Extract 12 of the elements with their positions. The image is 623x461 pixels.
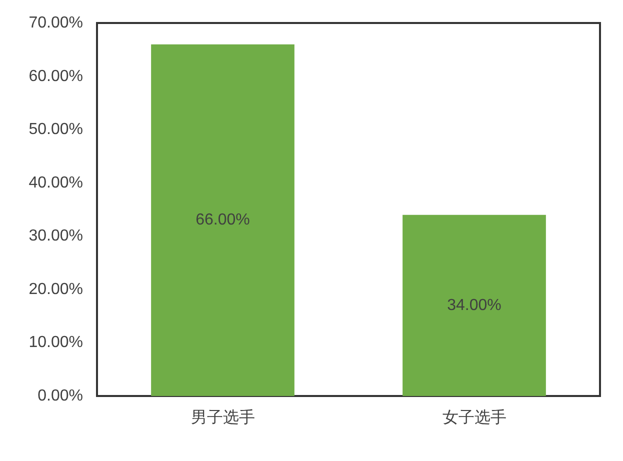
y-tick-label: 50.00% (28, 121, 83, 138)
x-tick-label: 女子选手 (442, 408, 506, 426)
y-tick-label: 10.00% (28, 334, 83, 352)
x-tick-label: 男子选手 (190, 408, 255, 426)
y-tick-label: 20.00% (28, 280, 83, 298)
data-label: 66.00% (196, 212, 250, 229)
y-tick-label: 30.00% (28, 228, 83, 245)
data-label: 34.00% (447, 296, 502, 314)
y-tick-label: 60.00% (28, 68, 83, 85)
y-tick-label: 40.00% (28, 174, 83, 192)
y-tick-label: 70.00% (28, 14, 83, 32)
y-tick-label: 0.00% (38, 388, 83, 404)
